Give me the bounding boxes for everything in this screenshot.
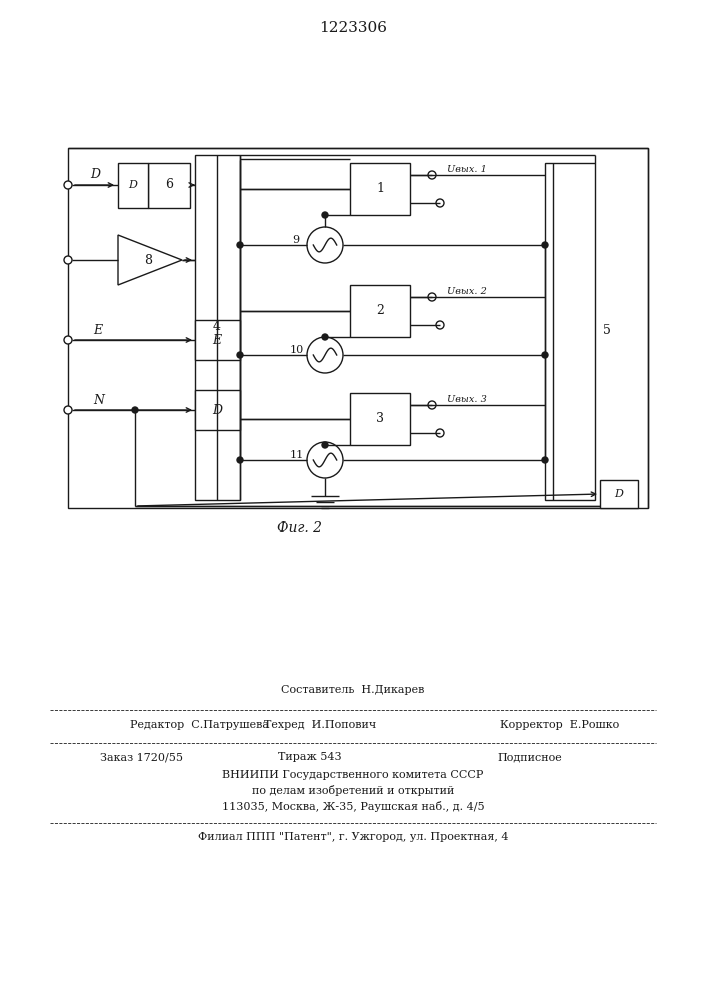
Text: D: D — [129, 180, 137, 190]
Text: 10: 10 — [290, 345, 304, 355]
Bar — [118, 163, 148, 208]
Text: D: D — [614, 489, 624, 499]
Circle shape — [64, 256, 72, 264]
Circle shape — [237, 457, 243, 463]
Text: 2: 2 — [376, 304, 384, 318]
Text: 11: 11 — [290, 450, 304, 460]
Text: 1223306: 1223306 — [319, 21, 387, 35]
Circle shape — [307, 337, 343, 373]
Circle shape — [436, 321, 444, 329]
Circle shape — [542, 352, 548, 358]
Text: Подписное: Подписное — [498, 752, 562, 762]
Circle shape — [237, 352, 243, 358]
Circle shape — [307, 227, 343, 263]
Circle shape — [64, 181, 72, 189]
Text: 8: 8 — [144, 253, 152, 266]
Circle shape — [64, 406, 72, 414]
Text: Редактор  С.Патрушева: Редактор С.Патрушева — [130, 720, 269, 730]
Circle shape — [322, 212, 328, 218]
Text: Составитель  Н.Дикарев: Составитель Н.Дикарев — [281, 685, 425, 695]
Text: D: D — [212, 403, 222, 416]
Text: 113035, Москва, Ж-35, Раушская наб., д. 4/5: 113035, Москва, Ж-35, Раушская наб., д. … — [222, 802, 484, 812]
Text: 9: 9 — [292, 235, 299, 245]
Text: Техред  И.Попович: Техред И.Попович — [264, 720, 376, 730]
Text: 4: 4 — [213, 320, 221, 334]
Circle shape — [322, 334, 328, 340]
Text: 3: 3 — [376, 412, 384, 426]
Circle shape — [542, 242, 548, 248]
Bar — [195, 390, 240, 430]
Text: Фиг. 2: Фиг. 2 — [278, 521, 322, 535]
Text: по делам изобретений и открытий: по делам изобретений и открытий — [252, 786, 454, 796]
Circle shape — [307, 442, 343, 478]
Text: Заказ 1720/55: Заказ 1720/55 — [100, 752, 183, 762]
Text: Uвых. 1: Uвых. 1 — [447, 165, 487, 174]
Bar — [148, 163, 190, 208]
Circle shape — [428, 293, 436, 301]
Bar — [545, 163, 595, 500]
Bar — [600, 480, 638, 508]
Bar — [350, 163, 410, 215]
Circle shape — [237, 242, 243, 248]
Circle shape — [322, 442, 328, 448]
Text: N: N — [93, 393, 104, 406]
Circle shape — [436, 199, 444, 207]
Polygon shape — [118, 235, 182, 285]
Circle shape — [542, 457, 548, 463]
Text: 6: 6 — [165, 178, 173, 192]
Circle shape — [428, 401, 436, 409]
Text: Тираж 543: Тираж 543 — [278, 752, 341, 762]
Text: 5: 5 — [603, 324, 611, 338]
Text: Uвых. 3: Uвых. 3 — [447, 395, 487, 404]
Text: Филиал ППП "Патент", г. Ужгород, ул. Проектная, 4: Филиал ППП "Патент", г. Ужгород, ул. Про… — [198, 832, 508, 842]
Bar — [350, 285, 410, 337]
Text: E: E — [93, 324, 102, 336]
Text: Uвых. 2: Uвых. 2 — [447, 288, 487, 296]
Text: ВНИИПИ Государственного комитета СССР: ВНИИПИ Государственного комитета СССР — [222, 770, 484, 780]
Circle shape — [64, 336, 72, 344]
Circle shape — [436, 429, 444, 437]
Bar — [350, 393, 410, 445]
Bar — [68, 148, 648, 508]
Text: Корректор  Е.Рошко: Корректор Е.Рошко — [501, 720, 619, 730]
Bar — [195, 320, 240, 360]
Circle shape — [132, 407, 138, 413]
Bar — [195, 155, 240, 500]
Text: D: D — [90, 168, 100, 182]
Circle shape — [428, 171, 436, 179]
Text: E: E — [212, 334, 221, 347]
Text: 1: 1 — [376, 182, 384, 196]
